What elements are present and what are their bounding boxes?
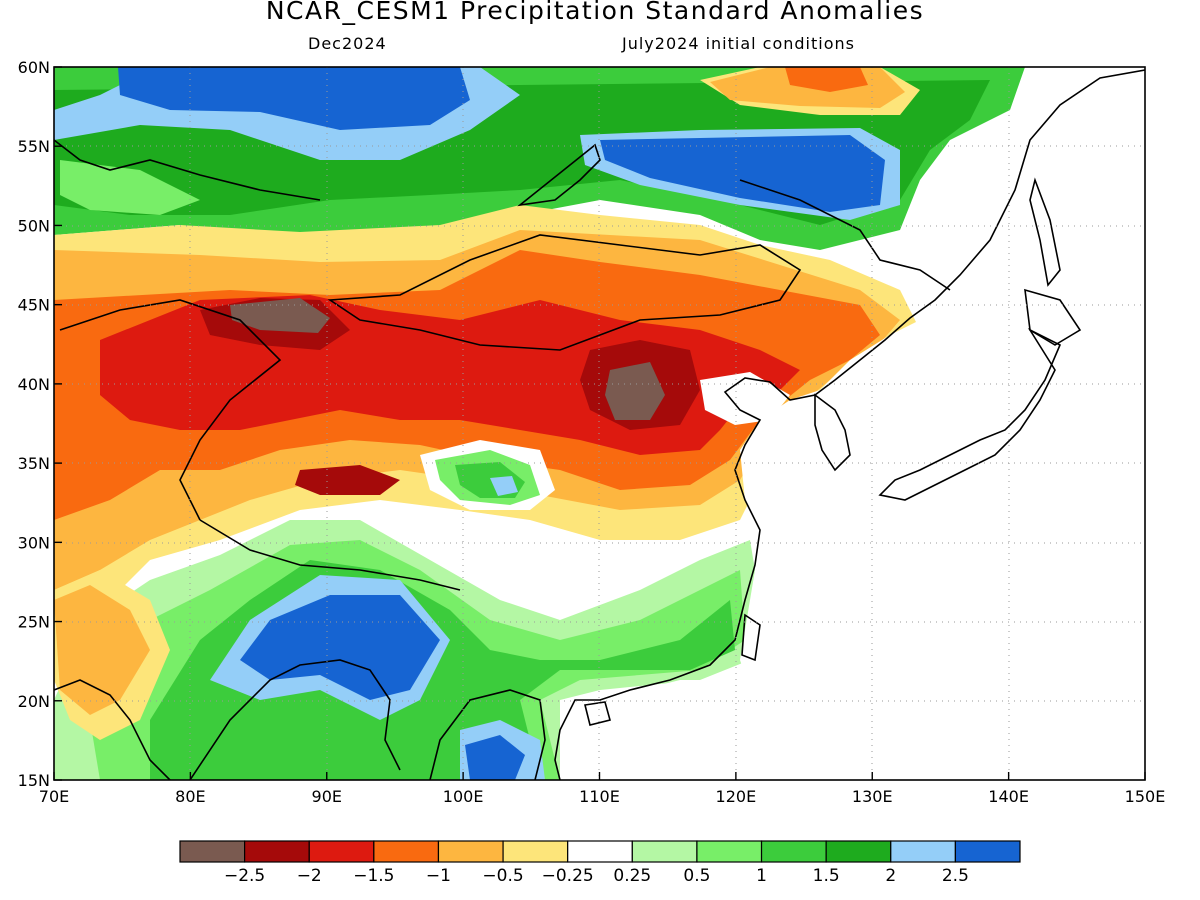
colorbar-swatch bbox=[760, 840, 827, 863]
colorbar-swatch bbox=[954, 840, 1021, 863]
lon-tick-label: 140E bbox=[988, 787, 1029, 806]
lat-tick-label: 25N bbox=[18, 613, 50, 632]
colorbar-swatch bbox=[696, 840, 763, 863]
gridlines bbox=[54, 67, 1145, 780]
colorbar-label: 0.25 bbox=[613, 866, 651, 886]
colorbar-label: 1 bbox=[756, 866, 767, 886]
coastline-baikal bbox=[517, 143, 601, 207]
colorbar-label: −1.5 bbox=[353, 866, 394, 886]
coastline-indochina bbox=[429, 689, 546, 780]
colorbar-swatch bbox=[179, 840, 246, 863]
coastline-japan bbox=[878, 328, 1062, 501]
colorbar-swatch bbox=[502, 840, 569, 863]
ocean-mask-bohai bbox=[700, 372, 790, 425]
lat-tick-label: 55N bbox=[18, 137, 50, 156]
longitude-axis: 70E 80E 90E 100E 110E 120E 130E 140E 150E bbox=[39, 772, 1166, 806]
lat-tick-label: 40N bbox=[18, 375, 50, 394]
anomaly-region-bay-blue bbox=[240, 595, 440, 700]
border-himalaya bbox=[199, 519, 461, 591]
border-china-central-asia bbox=[59, 299, 282, 521]
colorbar-swatch bbox=[825, 840, 892, 863]
anomaly-region-dry-darkred-south bbox=[295, 465, 400, 495]
colorbar-label: −0.5 bbox=[482, 866, 523, 886]
colorbar-label: −2.5 bbox=[224, 866, 265, 886]
chart-title: NCAR_CESM1 Precipitation Standard Anomal… bbox=[265, 0, 925, 25]
lat-tick-label: 60N bbox=[18, 58, 50, 77]
colorbar-label: −0.25 bbox=[542, 866, 594, 886]
anomaly-field bbox=[54, 67, 1145, 780]
colorbar-swatch bbox=[890, 840, 956, 863]
colorbar-label: −1 bbox=[426, 866, 451, 886]
lon-tick-label: 90E bbox=[312, 787, 342, 806]
anomaly-region-gulf-blue bbox=[465, 735, 525, 780]
coastline-caspian bbox=[54, 139, 321, 201]
coastline-sakhalin bbox=[1029, 177, 1061, 287]
colorbar-swatch bbox=[244, 840, 310, 863]
colorbar-label: 2 bbox=[885, 866, 896, 886]
anomaly-region-north-red bbox=[785, 67, 868, 92]
lon-tick-label: 120E bbox=[716, 787, 757, 806]
lat-tick-label: 45N bbox=[18, 296, 50, 315]
coastline-korea bbox=[814, 393, 851, 472]
colorbar-label: 2.5 bbox=[942, 866, 969, 886]
valid-month-label: Dec2024 bbox=[308, 34, 387, 53]
anomaly-region-central-blue bbox=[490, 476, 518, 496]
lon-tick-label: 70E bbox=[39, 787, 69, 806]
lon-tick-label: 80E bbox=[175, 787, 205, 806]
ocean-mask-east bbox=[740, 67, 1145, 780]
border-russia-china bbox=[739, 179, 951, 291]
coastline-bay-of-bengal bbox=[189, 659, 401, 780]
ocean-mask-south bbox=[560, 680, 760, 780]
lon-tick-label: 110E bbox=[579, 787, 620, 806]
colorbar-label: −2 bbox=[297, 866, 322, 886]
border-mongolia bbox=[327, 234, 802, 351]
lon-tick-label: 100E bbox=[443, 787, 484, 806]
lat-tick-label: 35N bbox=[18, 454, 50, 473]
anomaly-region-baikal-blue bbox=[600, 135, 885, 212]
latitude-axis: 60N 55N 50N 45N 40N 35N 30N 25N 20N 15N bbox=[18, 58, 62, 790]
colorbar-label: 1.5 bbox=[813, 866, 840, 886]
init-conditions-label: July2024 initial conditions bbox=[622, 34, 855, 53]
colorbar-swatch bbox=[437, 840, 504, 863]
coastline-taiwan bbox=[741, 613, 761, 662]
lat-tick-label: 30N bbox=[18, 533, 50, 552]
coastlines-and-borders bbox=[54, 69, 1145, 780]
coastline-hokkaido bbox=[1024, 288, 1082, 346]
colorbar: −2.5 −2 −1.5 −1 −0.5 −0.25 0.25 0.5 1 1.5 2 2.5 bbox=[179, 840, 1021, 886]
colorbar-swatch bbox=[373, 840, 440, 863]
coastline-hainan bbox=[584, 701, 611, 726]
anomaly-region-extreme-west bbox=[230, 298, 330, 333]
colorbar-swatch bbox=[567, 840, 633, 863]
anomaly-region-extreme-east bbox=[605, 362, 665, 420]
coastline-india bbox=[54, 679, 171, 780]
colorbar-swatch bbox=[308, 840, 375, 863]
anomaly-region-north-blue bbox=[118, 67, 470, 130]
colorbar-label: 0.5 bbox=[683, 866, 710, 886]
colorbar-swatch bbox=[631, 840, 698, 863]
anomaly-region-india-orange bbox=[54, 585, 150, 715]
coastline-east-asia bbox=[554, 69, 1145, 780]
lat-tick-label: 50N bbox=[18, 216, 50, 235]
lon-tick-label: 130E bbox=[852, 787, 893, 806]
lat-tick-label: 15N bbox=[18, 771, 50, 790]
anomaly-region-west-lightgreen bbox=[60, 160, 200, 215]
lon-tick-label: 150E bbox=[1125, 787, 1166, 806]
lat-tick-label: 20N bbox=[18, 692, 50, 711]
